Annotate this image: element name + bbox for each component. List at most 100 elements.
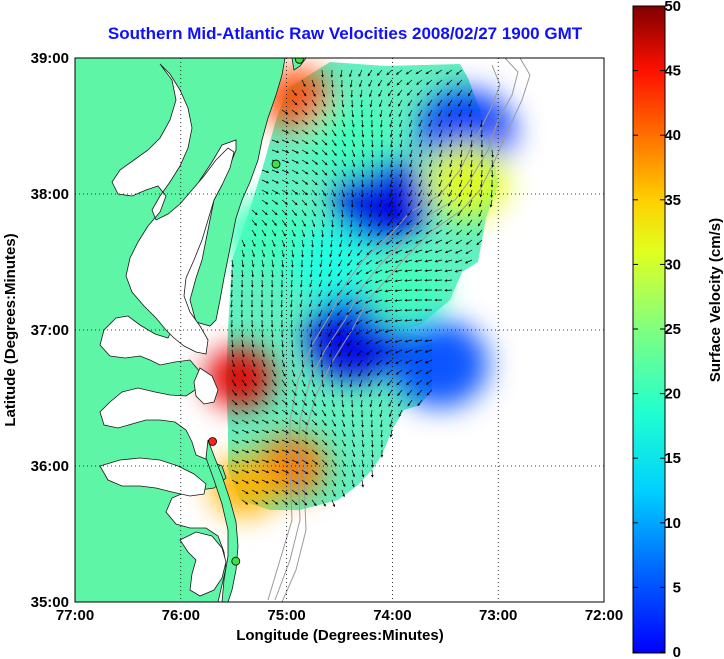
velocity-arrow: [359, 79, 363, 88]
velocity-arrow: [311, 469, 318, 475]
velocity-arrow: [319, 349, 323, 358]
velocity-arrow: [321, 69, 324, 78]
velocity-arrow: [404, 319, 413, 322]
velocity-arrow: [366, 349, 373, 356]
velocity-arrow: [459, 119, 463, 128]
velocity-arrow: [357, 249, 363, 256]
velocity-arrow: [331, 469, 337, 477]
velocity-arrow: [395, 359, 403, 364]
velocity-arrow: [348, 359, 353, 367]
velocity-arrow: [427, 199, 433, 207]
velocity-arrow: [301, 199, 308, 206]
x-tick-label: 72:00: [585, 607, 623, 624]
velocity-arrow: [251, 389, 258, 396]
velocity-arrow: [261, 399, 269, 405]
velocity-arrow: [251, 379, 257, 387]
velocity-arrow: [366, 249, 373, 256]
velocity-arrow: [318, 299, 323, 307]
velocity-arrow: [319, 329, 323, 338]
velocity-arrow: [321, 459, 328, 466]
speed-region: [424, 142, 509, 219]
colorbar-tick-label: 0: [673, 644, 681, 659]
velocity-arrow: [449, 149, 453, 158]
velocity-arrow: [468, 199, 473, 208]
velocity-arrow: [261, 379, 267, 387]
velocity-arrow: [271, 489, 279, 494]
speed-region: [308, 101, 393, 178]
velocity-arrow: [321, 379, 325, 388]
velocity-arrow: [251, 229, 257, 237]
velocity-arrow: [384, 279, 393, 283]
velocity-arrow: [271, 359, 276, 368]
velocity-arrow: [341, 489, 345, 498]
velocity-arrow: [291, 139, 299, 144]
velocity-arrow: [368, 219, 373, 227]
velocity-arrow: [281, 119, 289, 124]
velocity-arrow: [418, 109, 423, 117]
velocity-arrow: [346, 319, 353, 326]
velocity-arrow: [311, 159, 319, 165]
velocity-arrow: [280, 269, 284, 278]
velocity-arrow: [231, 479, 239, 484]
velocity-arrow: [356, 349, 363, 356]
velocity-arrow: [365, 329, 373, 334]
speed-region: [392, 320, 489, 408]
velocity-arrow: [311, 169, 318, 175]
colorbar-tick-label: 30: [664, 256, 681, 273]
velocity-arrow: [389, 109, 393, 118]
velocity-arrow: [321, 479, 327, 486]
velocity-arrow: [327, 289, 333, 297]
velocity-arrow: [349, 369, 353, 378]
velocity-arrow: [351, 109, 355, 118]
velocity-arrow: [357, 359, 363, 367]
velocity-arrow: [331, 189, 336, 197]
velocity-arrow: [331, 149, 337, 157]
velocity-arrow: [291, 169, 299, 174]
velocity-arrow: [371, 449, 374, 458]
velocity-arrow: [319, 269, 323, 278]
velocity-arrow: [456, 229, 463, 235]
velocity-arrow: [361, 169, 365, 178]
velocity-arrow: [281, 209, 288, 216]
velocity-arrow: [439, 149, 443, 158]
velocity-arrow: [231, 349, 235, 358]
velocity-arrow: [386, 229, 393, 236]
speed-region: [360, 251, 445, 327]
velocity-arrow: [358, 69, 363, 77]
velocity-arrow: [241, 489, 249, 494]
velocity-arrow: [301, 229, 305, 238]
velocity-arrow: [418, 129, 423, 138]
bathymetry-contours: [267, 58, 531, 602]
velocity-arrow: [271, 369, 276, 377]
plot-area: [75, 58, 604, 602]
velocity-arrow: [479, 119, 483, 128]
velocity-arrow: [341, 189, 345, 198]
x-tick-label: 75:00: [267, 607, 305, 624]
velocity-arrow: [341, 399, 345, 408]
velocity-arrow: [367, 229, 373, 237]
velocity-arrow: [301, 79, 306, 87]
velocity-arrow: [477, 229, 483, 236]
velocity-arrow: [281, 169, 290, 174]
velocity-arrow: [311, 429, 318, 436]
station-carolina: [231, 556, 241, 566]
velocity-arrow: [365, 279, 373, 284]
velocity-arrow: [331, 139, 337, 147]
velocity-arrow: [271, 239, 276, 248]
velocity-arrow: [309, 279, 313, 288]
velocity-arrow: [351, 449, 356, 458]
velocity-arrow: [291, 419, 299, 425]
velocity-arrow: [416, 379, 423, 385]
velocity-arrow: [374, 299, 383, 303]
velocity-arrow: [341, 479, 346, 488]
velocity-arrow: [311, 179, 318, 186]
velocity-arrow: [338, 349, 343, 357]
x-axis-label: Longitude (Degrees:Minutes): [236, 627, 444, 644]
velocity-arrow: [348, 249, 353, 257]
velocity-arrow: [408, 189, 413, 197]
velocity-arrow: [346, 309, 353, 315]
velocity-arrow: [368, 379, 373, 387]
velocity-arrow: [398, 189, 403, 198]
x-tick-label: 77:00: [56, 607, 94, 624]
velocity-arrow: [349, 79, 353, 88]
